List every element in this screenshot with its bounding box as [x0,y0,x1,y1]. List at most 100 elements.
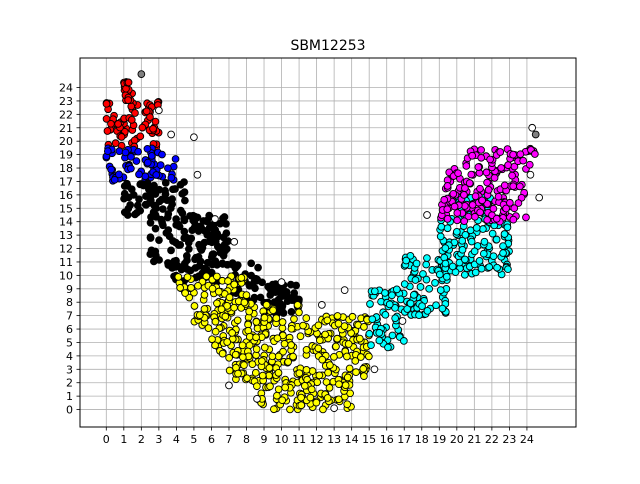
data-point [158,150,166,159]
data-point [477,153,486,162]
data-point [209,229,218,238]
data-point [461,255,469,264]
x-tick-label: 8 [243,433,250,446]
data-point [151,224,160,233]
data-point [258,371,267,380]
data-point [284,358,292,366]
data-point [155,197,164,206]
data-point [474,163,483,171]
data-point [494,192,503,201]
data-point [208,238,216,247]
data-point [334,395,343,404]
data-point [124,204,133,213]
data-point [453,209,462,217]
data-point [114,120,123,128]
data-point [220,213,229,221]
data-point [453,216,462,225]
data-point [458,245,467,254]
data-point [497,164,506,172]
y-tick-label: 8 [66,296,73,309]
data-point [270,405,278,414]
data-point [297,393,305,402]
data-point [468,201,477,209]
x-tick-label: 13 [327,433,341,446]
data-point [323,394,332,402]
data-point [443,182,452,190]
data-point [273,334,282,343]
data-point [479,225,487,233]
x-tick-label: 10 [275,433,289,446]
data-point [381,310,390,319]
data-point [251,368,260,377]
data-point [308,367,317,375]
data-point [375,328,384,337]
data-point [252,345,261,353]
data-point [231,350,240,359]
data-point [506,198,514,207]
data-point [142,201,150,209]
y-tick-label: 3 [66,363,73,376]
data-point [136,132,145,141]
data-point [217,305,226,314]
data-point [233,261,242,269]
data-point [274,368,283,377]
data-point [203,217,211,226]
data-point [213,272,221,281]
data-point [272,286,280,294]
data-point [493,263,501,272]
data-point [461,184,469,192]
y-tick-label: 17 [59,175,73,188]
outlier-point [137,70,146,78]
data-point [234,369,242,378]
data-point [402,256,411,265]
data-point [314,321,323,330]
data-point [203,258,212,267]
data-point [458,236,467,245]
data-point [161,190,170,198]
data-point [490,174,499,182]
data-point [149,124,157,133]
data-point [111,139,120,147]
data-point [312,398,321,407]
data-point [247,259,256,268]
data-point [211,327,220,336]
y-tick-label: 19 [59,149,73,162]
data-point [272,314,281,322]
data-point [460,217,469,226]
data-point [287,324,296,333]
data-point [155,236,163,245]
data-point [388,331,397,340]
data-point [388,291,396,300]
data-point [510,162,519,171]
data-point [165,232,174,241]
data-point [158,218,166,227]
outlier-point [340,286,349,294]
data-point [276,301,285,310]
data-point [142,192,150,201]
data-point [406,299,415,308]
y-tick-label: 24 [59,82,73,95]
data-point [175,222,184,231]
data-point [167,173,176,182]
data-point [260,343,269,352]
data-point [124,78,133,87]
y-tick-label: 4 [66,350,73,363]
data-point [252,318,261,326]
data-point [454,169,462,178]
y-tick-label: 20 [59,135,73,148]
data-point [500,181,509,190]
data-point [135,170,143,179]
data-point [122,84,130,93]
y-tick-label: 7 [66,310,73,323]
outlier-point [398,317,407,325]
x-tick-label: 17 [397,433,411,446]
x-tick-label: 22 [485,433,499,446]
data-point [425,284,434,293]
data-point [477,264,486,273]
data-point [156,161,165,169]
outlier-point [318,301,326,309]
data-point [332,342,340,351]
data-point [143,158,152,167]
data-point [489,252,498,261]
data-point [435,270,444,279]
